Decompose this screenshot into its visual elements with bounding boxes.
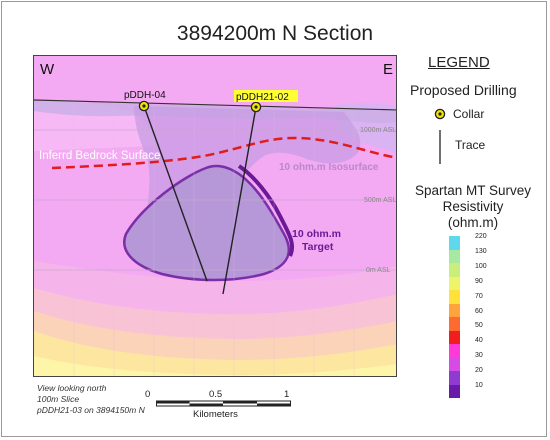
target-label-line2: Target: [302, 241, 334, 253]
trace-pddh-04: [143, 105, 208, 282]
trace-pddh21-02: [222, 106, 257, 295]
color-scale-label: 220: [475, 233, 487, 240]
color-scale-swatch: [449, 249, 460, 263]
west-label: W: [40, 61, 55, 78]
color-scale-swatch: [449, 330, 460, 344]
color-scale-swatch: [449, 357, 460, 371]
color-scale-label: 90: [475, 277, 483, 285]
elevation-label-0: 0m ASL: [366, 267, 391, 274]
elevation-label-500: 500m ASL: [364, 197, 396, 204]
resistivity-title-line1: Spartan MT Survey: [414, 183, 532, 198]
topography-line: [34, 99, 396, 111]
color-scale-swatch: [449, 290, 460, 304]
color-scale-label: 40: [475, 337, 483, 345]
scalebar-unit: Kilometers: [193, 409, 238, 420]
color-scale-swatch: [449, 344, 460, 358]
color-scale-label: 70: [475, 292, 483, 300]
legend-title: LEGEND: [428, 54, 490, 71]
drill-label-pddh21-02: pDDH21-02: [236, 92, 289, 103]
color-scale-swatch: [449, 317, 460, 331]
note-view-direction: View looking north: [37, 383, 107, 393]
collar-pddh-04-center: [142, 104, 146, 108]
bedrock-surface-label: Inferrd Bedrock Surface: [39, 150, 160, 162]
color-scale-swatch: [449, 263, 460, 277]
figure-title: 3894200m N Section: [176, 22, 374, 45]
target-label-line1: 10 ohm.m: [292, 228, 341, 240]
note-hole-position: pDDH21-03 on 3894150m N: [37, 405, 145, 415]
isosurface-label: 10 ohm.m Isosurface: [279, 162, 379, 173]
east-label: E: [383, 61, 394, 78]
bedrock-surface-line: [51, 136, 396, 170]
note-slice: 100m Slice: [37, 394, 80, 404]
resistivity-title-line3: (ohm.m): [447, 215, 499, 230]
resistivity-title-line2: Resistivity: [442, 199, 504, 214]
legend-proposed-drilling: Proposed Drilling: [410, 82, 517, 98]
color-scale-swatch: [449, 384, 460, 398]
label-highlight: [234, 90, 298, 102]
color-scale-label: 30: [475, 352, 483, 360]
legend-trace-label: Trace: [455, 138, 486, 152]
scalebar: [156, 400, 291, 407]
mesh-lines: [73, 101, 355, 376]
color-scale-label: 50: [475, 322, 483, 330]
cross-section-panel: pDDH-04 pDDH21-02 1000m ASL 500m ASL 0m …: [33, 55, 397, 377]
color-scale-swatch: [449, 236, 460, 250]
target-rim-shadow: [237, 164, 295, 257]
resistivity-band-4: [34, 331, 396, 376]
color-scale-label: 100: [475, 262, 487, 270]
elevation-label-1000: 1000m ASL: [360, 127, 396, 134]
color-scale-label: 20: [475, 367, 483, 375]
color-scale-swatch: [449, 371, 460, 385]
color-scale-swatch: [449, 303, 460, 317]
resistivity-color-scale: [449, 236, 460, 398]
collar-pddh21-02-center: [254, 105, 258, 109]
resistivity-title: Spartan MT Survey Resistivity (ohm.m): [398, 183, 548, 231]
legend-symbols: [434, 108, 446, 164]
target-body: [123, 164, 290, 282]
color-scale-swatch: [449, 276, 460, 290]
resistivity-band-5: [34, 356, 396, 376]
scalebar-label-half: 0.5: [209, 389, 223, 400]
scalebar-label-1: 1: [284, 389, 290, 400]
color-scale-label: 10: [475, 382, 483, 389]
legend-collar-label: Collar: [453, 107, 485, 121]
color-scale-label: 130: [475, 247, 487, 255]
drill-label-pddh-04: pDDH-04: [124, 90, 166, 101]
cross-section-graphic: pDDH-04 pDDH21-02 1000m ASL 500m ASL 0m …: [34, 56, 396, 376]
color-scale-label: 60: [475, 307, 483, 315]
scalebar-label-0: 0: [145, 389, 151, 400]
